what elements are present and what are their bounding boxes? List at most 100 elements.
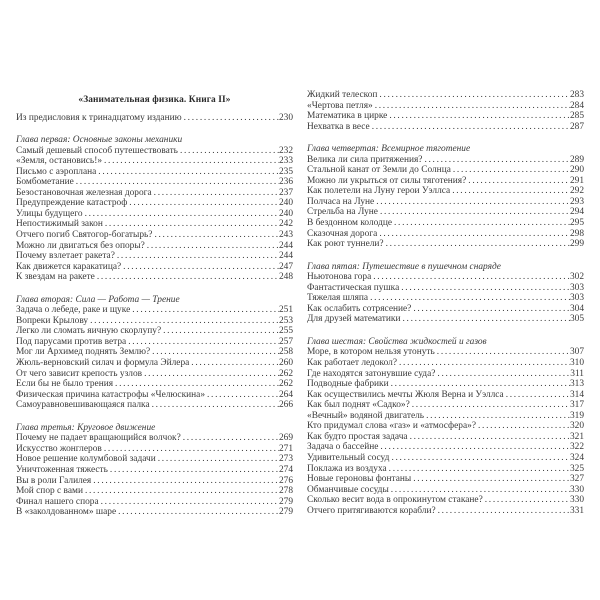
toc-entry-page: 324 xyxy=(569,452,584,463)
toc-entry-title: Удивительный сосуд xyxy=(307,452,390,463)
toc-entry-page: 330 xyxy=(569,495,584,506)
dot-leader xyxy=(435,347,570,358)
chapter-heading: Глава шестая: Свойства жидкостей и газов xyxy=(307,336,487,347)
toc-entry: Легко ли сломать яичную скорлупу? 255 xyxy=(16,326,293,337)
dot-leader xyxy=(389,485,570,496)
toc-entry: «Земля, остановись!» 233 xyxy=(16,156,293,167)
toc-entry-page: 279 xyxy=(278,507,293,518)
toc-entry-title: К звездам на ракете xyxy=(16,272,95,283)
dot-leader xyxy=(95,272,279,283)
toc-entry-page: 304 xyxy=(569,303,584,314)
dot-leader xyxy=(116,507,279,518)
toc-entry: Мой спор с вами 278 xyxy=(16,486,293,497)
toc-entry: Бомбометание 236 xyxy=(16,177,293,188)
toc-entry: Предупреждение катастроф 240 xyxy=(16,198,293,209)
toc-entry: От чего зависит крепость узлов 262 xyxy=(16,369,293,380)
toc-entry-page: 262 xyxy=(278,368,293,379)
toc-entry: Поклажа из воздуха 325 xyxy=(307,464,584,475)
toc-entry-page: 262 xyxy=(278,379,293,390)
toc-entry-title: Как роют туннели? xyxy=(307,239,384,250)
dot-leader xyxy=(466,176,570,187)
toc-entry-page: 314 xyxy=(569,389,584,400)
toc-entry: Как был поднят «Садко»? 317 xyxy=(307,400,584,411)
dot-leader xyxy=(389,453,570,464)
toc-entry: Уничтоженная тяжесть 274 xyxy=(16,465,293,476)
dot-leader xyxy=(504,390,570,401)
dot-leader xyxy=(102,156,279,167)
toc-entry-page: 307 xyxy=(569,347,584,358)
toc-entry-page: 251 xyxy=(278,305,293,316)
toc-entry-title: От чего зависит крепость узлов xyxy=(16,368,143,379)
toc-entry-title: Велика ли сила притяжения? xyxy=(307,154,423,165)
toc-section: Из предисловия к тринадцатому изданию 230 xyxy=(16,113,293,124)
toc-entry-page: 310 xyxy=(569,358,584,369)
toc-section: Глава шестая: Свойства жидкостей и газов… xyxy=(307,337,584,516)
toc-entry-title: Новое решение колумбовой задачи xyxy=(16,454,156,465)
toc-entry-page: 240 xyxy=(278,208,293,219)
toc-entry-page: 230 xyxy=(278,112,293,123)
toc-entry-title: Где находятся затонувшие суда? xyxy=(307,368,436,379)
toc-entry-page: 302 xyxy=(569,272,584,283)
toc-entry: Новые героновы фонтаны 327 xyxy=(307,474,584,485)
dot-leader xyxy=(88,316,279,327)
toc-entry-page: 327 xyxy=(569,474,584,485)
toc-entry-title: Тяжелая шляпа xyxy=(307,293,369,304)
toc-entry: «Вечный» водяной двигатель 319 xyxy=(307,411,584,422)
toc-entry-title: Для друзей математики xyxy=(307,314,401,325)
toc-entry: Самый дешевый способ путешествовать 232 xyxy=(16,146,293,157)
dot-leader xyxy=(181,433,279,444)
toc-entry-page: 313 xyxy=(569,379,584,390)
toc-entry-page: 293 xyxy=(569,196,584,207)
toc-entry-title: «Вечный» водяной двигатель xyxy=(307,410,425,421)
toc-entry: Почему взлетает ракета? 244 xyxy=(16,251,293,262)
dot-leader xyxy=(142,369,279,380)
toc-entry-page: 244 xyxy=(278,240,293,251)
toc-entry-title: Мог ли Архимед поднять Землю? xyxy=(16,347,151,358)
dot-leader xyxy=(392,218,570,229)
dot-leader xyxy=(401,314,570,325)
toc-entry: Фантастическая пушка 303 xyxy=(307,283,584,294)
toc-entry-title: Улицы будущего xyxy=(16,208,83,219)
dot-leader xyxy=(370,122,570,133)
toc-entry-page: 320 xyxy=(569,421,584,432)
toc-entry-title: Из предисловия к тринадцатому изданию xyxy=(16,112,182,123)
toc-entry-title: Под парусами против ветра xyxy=(16,336,127,347)
toc-entry: Как полетели на Луну герои Уэллса 292 xyxy=(307,186,584,197)
toc-entry-page: 321 xyxy=(569,431,584,442)
toc-entry: Ньютонова гора 302 xyxy=(307,272,584,283)
dot-leader xyxy=(152,230,278,241)
toc-entry: Удивительный сосуд 324 xyxy=(307,453,584,464)
toc-entry-page: 298 xyxy=(569,228,584,239)
dot-leader xyxy=(102,444,279,455)
dot-leader xyxy=(74,177,279,188)
dot-leader xyxy=(126,337,279,348)
toc-entry-title: Самый дешевый способ путешествовать xyxy=(16,145,178,156)
toc-entry-page: 294 xyxy=(569,207,584,218)
toc-section: Глава первая: Основные законы механики Са… xyxy=(16,135,293,283)
toc-entry-title: Можно ли двигаться без опоры? xyxy=(16,240,145,251)
toc-entry: Стальной канат от Земли до Солнца 290 xyxy=(307,165,584,176)
toc-entry-title: Как будто простая задача xyxy=(307,431,408,442)
toc-entry-page: 240 xyxy=(278,198,293,209)
toc-entry-page: 303 xyxy=(569,282,584,293)
toc-entry-page: 292 xyxy=(569,186,584,197)
toc-entry-page: 295 xyxy=(569,218,584,229)
dot-leader xyxy=(127,198,279,209)
toc-entry-page: 319 xyxy=(569,410,584,421)
toc-entry-title: Легко ли сломать яичную скорлупу? xyxy=(16,326,162,337)
toc-entry-title: Задача о бассейне xyxy=(307,442,379,453)
toc-entry: Стрельба на Луне 294 xyxy=(307,207,584,218)
toc-entry-title: Мой спор с вами xyxy=(16,486,83,497)
chapter-heading: Глава четвертая: Всемирное тяготение xyxy=(307,144,471,155)
toc-section: Глава третья: Круговое движение Почему не… xyxy=(16,423,293,518)
toc-entry: Кто придумал слова «газ» и «атмосфера»? 3… xyxy=(307,421,584,432)
chapter-heading: Глава пятая: Путешествие в пушечном снар… xyxy=(307,261,501,272)
dot-leader xyxy=(399,283,570,294)
toc-entry-page: 303 xyxy=(569,293,584,304)
toc-section: Глава четвертая: Всемирное тяготение Вели… xyxy=(307,144,584,249)
dot-leader xyxy=(161,326,279,337)
toc-entry-page: 279 xyxy=(278,496,293,507)
toc-entry: Финал нашего спора 279 xyxy=(16,497,293,508)
dot-leader xyxy=(377,229,570,240)
toc-entry-title: Письмо с аэроплана xyxy=(16,166,97,177)
